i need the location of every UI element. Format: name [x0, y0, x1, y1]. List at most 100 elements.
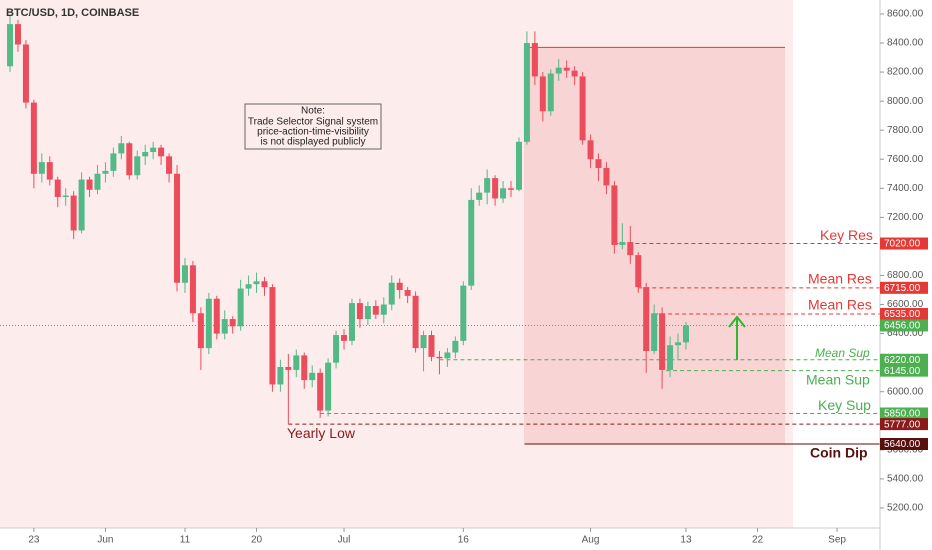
note-line: Note:: [301, 106, 325, 117]
candle-body: [261, 281, 268, 288]
candle-body: [396, 282, 403, 291]
level-name: Key Sup: [818, 397, 871, 413]
candle-body: [444, 352, 451, 359]
candle-body: [523, 43, 530, 142]
y-tick-label: 5400.00: [887, 474, 924, 485]
candle-body: [412, 295, 419, 349]
candle-body: [102, 170, 109, 174]
candle-body: [221, 319, 228, 334]
price-tag-label: 6715.00: [884, 283, 921, 294]
candle-body: [253, 281, 260, 285]
candle-body: [317, 372, 324, 411]
candle-body: [356, 303, 363, 320]
y-tick-label: 7800.00: [887, 125, 924, 136]
x-tick-label: 16: [458, 535, 470, 546]
level-name: Mean Sup: [815, 346, 870, 360]
candle-body: [611, 185, 618, 245]
level-name: Mean Res: [808, 271, 872, 287]
candle-body: [675, 342, 682, 346]
candle-body: [571, 70, 578, 77]
level-name: Coin Dip: [810, 445, 868, 461]
price-tag-label: 6145.00: [884, 366, 921, 377]
candle-body: [205, 298, 212, 349]
candle-body: [468, 199, 475, 286]
candle-body: [189, 265, 196, 314]
candle-body: [595, 159, 602, 168]
candle-body: [110, 153, 117, 171]
candle-body: [293, 355, 300, 370]
candle-body: [452, 340, 459, 353]
y-tick-label: 8000.00: [887, 96, 924, 107]
x-tick-label: Jun: [97, 535, 113, 546]
candle-body: [174, 173, 181, 283]
level-name: Mean Sup: [806, 371, 870, 387]
candle-body: [150, 147, 157, 152]
x-tick-label: Aug: [582, 535, 600, 546]
candle-body: [158, 147, 165, 157]
y-tick-label: 5200.00: [887, 503, 924, 514]
x-tick-label: 11: [180, 535, 191, 546]
level-name: Mean Res: [808, 297, 872, 313]
candle-body: [420, 335, 427, 349]
candle-body: [309, 372, 316, 381]
y-tick-label: 6400.00: [887, 328, 924, 339]
price-tag-label: 5640.00: [884, 439, 921, 450]
y-tick-label: 8400.00: [887, 38, 924, 49]
candle-body: [659, 313, 666, 370]
y-tick-label: 8200.00: [887, 67, 924, 78]
candle-body: [555, 67, 562, 74]
candle-body: [651, 313, 658, 352]
price-tag-label: 6535.00: [884, 309, 921, 320]
candle-body: [627, 242, 634, 256]
candle-body: [682, 325, 689, 343]
candle-body: [118, 143, 125, 154]
candle-body: [38, 162, 45, 174]
candle-body: [22, 44, 29, 103]
price-tag-label: 5850.00: [884, 409, 921, 420]
candle-body: [563, 67, 570, 71]
x-tick-label: 22: [752, 535, 764, 546]
candle-body: [46, 162, 53, 180]
candle-body: [325, 362, 332, 411]
note: Note: Trade Selector Signal system price…: [244, 103, 382, 150]
y-tick-label: 7600.00: [887, 154, 924, 165]
price-tag-label: 7020.00: [884, 239, 921, 250]
candle-body: [197, 313, 204, 349]
candle-body: [484, 178, 491, 193]
chart-title: BTC/USD, 1D, COINBASE: [6, 7, 139, 19]
candle-body: [587, 140, 594, 160]
candle-body: [476, 192, 483, 200]
arrow-head: [728, 315, 746, 328]
candle-body: [229, 319, 236, 327]
candle-body: [460, 285, 467, 341]
candle-body: [269, 287, 276, 385]
price-tag: [880, 418, 928, 431]
arrow: [728, 315, 746, 360]
price-tag-label: 5777.00: [884, 419, 921, 430]
candle-body: [619, 242, 626, 245]
x-tick-label: 13: [680, 535, 692, 546]
candle-body: [78, 179, 85, 231]
candle-body: [166, 156, 173, 174]
candle-body: [436, 356, 443, 359]
y-tick-label: 8600.00: [887, 9, 924, 20]
candle-body: [245, 284, 252, 289]
price-tag: [880, 364, 928, 377]
y-tick-label: 7200.00: [887, 212, 924, 223]
y-tick-label: 6600.00: [887, 299, 924, 310]
candle-body: [213, 298, 220, 334]
candle-body: [126, 143, 133, 176]
note-line: price-action-time-visibility: [257, 127, 369, 138]
candle-body: [86, 179, 93, 190]
candle-body: [643, 287, 650, 352]
candle-body: [531, 43, 538, 77]
price-tag: [880, 307, 928, 320]
candle-body: [428, 335, 435, 357]
candle-body: [181, 265, 188, 283]
candle-body: [515, 141, 522, 190]
x-tick-label: Jul: [338, 535, 351, 546]
candle-body: [14, 24, 21, 45]
y-tick-label: 6000.00: [887, 386, 924, 397]
candle-body: [341, 335, 348, 341]
